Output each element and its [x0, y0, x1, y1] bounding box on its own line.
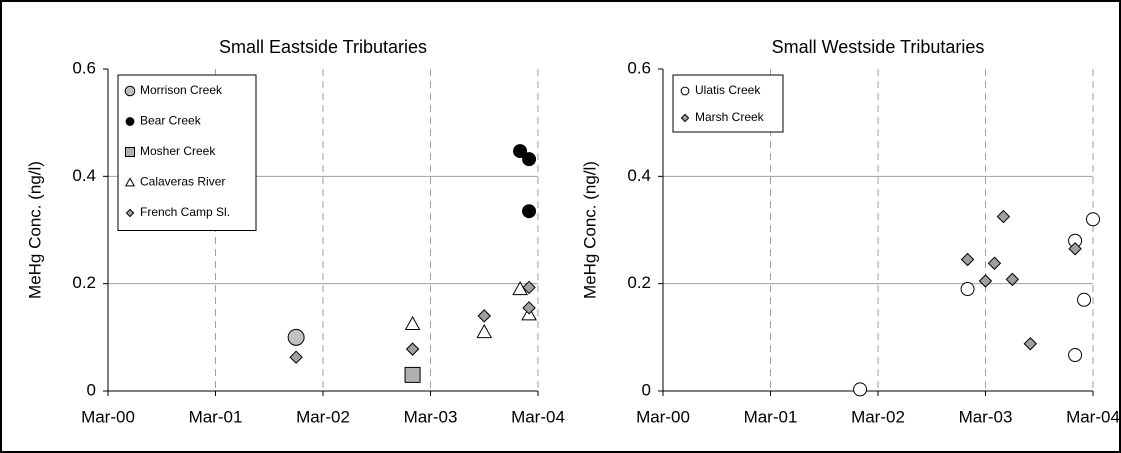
- x-tick-label: Mar-03: [959, 407, 1013, 426]
- point: [404, 315, 421, 331]
- legend-label: Ulatis Creek: [695, 83, 761, 97]
- legend-label: Bear Creek: [140, 114, 202, 128]
- legend-marker: [680, 113, 690, 123]
- legend-marker: [125, 208, 135, 218]
- y-axis-label: MeHg Conc. (ng/l): [25, 161, 44, 299]
- legend-label: Calaveras River: [140, 175, 225, 189]
- point: [513, 144, 528, 159]
- legend-marker: [124, 177, 136, 187]
- legend-marker: [124, 85, 136, 97]
- legend: [117, 74, 257, 231]
- point: [289, 350, 303, 364]
- point: [987, 256, 1002, 270]
- legend-label: French Camp Sl.: [140, 205, 230, 219]
- point: [476, 323, 493, 339]
- chart-title: Small Westside Tributaries: [772, 37, 985, 57]
- x-tick-label: Mar-00: [636, 407, 690, 426]
- point: [287, 328, 305, 346]
- point: [1005, 272, 1020, 287]
- point: [522, 152, 537, 167]
- y-axis-label: MeHg Conc. (ng/l): [580, 161, 599, 299]
- legend-marker: [125, 117, 135, 126]
- point: [522, 301, 536, 315]
- legend-label: Marsh Creek: [695, 110, 765, 124]
- legend-marker: [680, 86, 690, 96]
- x-tick-label: Mar-00: [81, 407, 135, 426]
- point: [978, 274, 993, 288]
- y-tick-label: 0.4: [72, 166, 96, 185]
- y-tick-label: 0: [87, 380, 96, 399]
- x-tick-label: Mar-01: [189, 407, 243, 426]
- point: [960, 282, 975, 297]
- y-tick-label: 0.2: [72, 273, 96, 292]
- point: [853, 382, 868, 397]
- x-tick-label: Mar-02: [296, 407, 350, 426]
- point: [1068, 242, 1082, 256]
- x-tick-label: Mar-01: [744, 407, 798, 426]
- point: [477, 309, 491, 323]
- x-tick-label: Mar-04: [511, 407, 565, 426]
- legend-label: Mosher Creek: [140, 144, 216, 158]
- x-tick-label: Mar-04: [1066, 407, 1120, 426]
- x-tick-label: Mar-02: [851, 407, 905, 426]
- y-tick-label: 0.4: [627, 166, 651, 185]
- legend: [672, 74, 784, 133]
- point: [1023, 337, 1037, 351]
- y-tick-label: 0.2: [627, 273, 651, 292]
- point: [1077, 292, 1092, 307]
- y-tick-label: 0.6: [627, 58, 651, 77]
- point: [522, 280, 536, 295]
- point: [404, 366, 421, 383]
- point: [405, 342, 420, 356]
- point: [996, 209, 1011, 224]
- point: [522, 204, 537, 219]
- y-tick-label: 0.6: [72, 58, 96, 77]
- point: [1086, 212, 1100, 227]
- point: [1068, 348, 1083, 363]
- x-tick-label: Mar-03: [404, 407, 458, 426]
- point: [960, 252, 975, 267]
- y-tick-label: 0: [642, 380, 651, 399]
- legend-label: Morrison Creek: [140, 83, 223, 97]
- chart-title: Small Eastside Tributaries: [219, 37, 427, 57]
- legend-marker: [125, 147, 135, 157]
